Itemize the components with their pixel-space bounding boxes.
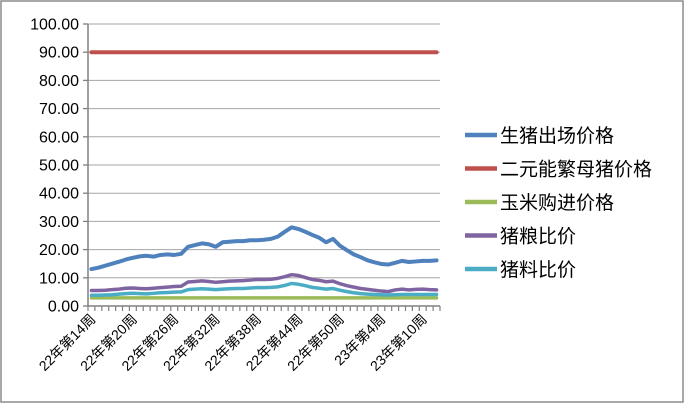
y-tick-label: 100.00 (30, 17, 79, 34)
legend-item-4: 猪料比价 (465, 259, 576, 281)
series-line-0 (89, 225, 439, 272)
series-line-3 (89, 272, 439, 294)
y-tick-label: 90.00 (39, 45, 79, 62)
series-line-4 (89, 281, 439, 298)
legend-label-4: 猪料比价 (500, 259, 576, 281)
y-tick-label: 60.00 (39, 129, 79, 146)
y-tick-label: 50.00 (39, 158, 79, 175)
legend-label-2: 玉米购进价格 (500, 192, 614, 214)
legend-item-1: 二元能繁母猪价格 (465, 159, 652, 181)
legend-item-3: 猪粮比价 (465, 226, 576, 248)
y-tick-label: 80.00 (39, 73, 79, 90)
legend-item-2: 玉米购进价格 (465, 192, 614, 214)
y-tick-label: 0.00 (48, 299, 79, 316)
y-tick-label: 40.00 (39, 186, 79, 203)
y-tick-label: 30.00 (39, 214, 79, 231)
y-tick-label: 70.00 (39, 101, 79, 118)
legend-label-0: 生猪出场价格 (500, 125, 614, 147)
legend-label-3: 猪粮比价 (500, 226, 576, 248)
y-tick-label: 10.00 (39, 270, 79, 287)
legend-item-0: 生猪出场价格 (465, 125, 614, 147)
y-tick-label: 20.00 (39, 242, 79, 259)
legend-label-1: 二元能繁母猪价格 (500, 159, 652, 181)
